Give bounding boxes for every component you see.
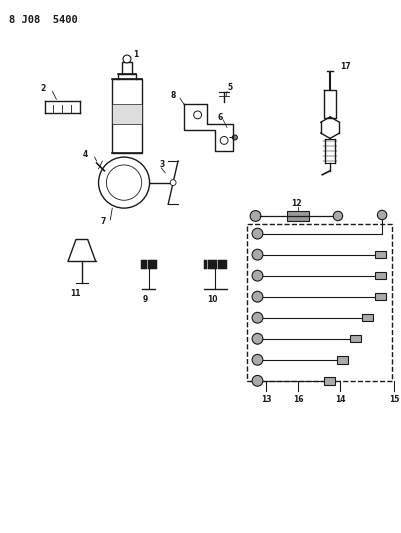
Circle shape	[99, 157, 150, 208]
Bar	[375, 293, 386, 301]
Circle shape	[233, 135, 237, 140]
Text: 9: 9	[143, 295, 148, 304]
Circle shape	[250, 211, 261, 221]
Bar	[337, 356, 348, 364]
Bar	[350, 335, 360, 343]
Text: 15: 15	[389, 395, 399, 405]
Text: 1: 1	[133, 50, 138, 59]
Circle shape	[252, 333, 263, 344]
Circle shape	[252, 292, 263, 302]
Circle shape	[123, 55, 131, 63]
Text: 8: 8	[170, 91, 176, 100]
Circle shape	[377, 211, 387, 220]
Text: 13: 13	[261, 395, 272, 405]
Text: 6: 6	[217, 113, 223, 122]
Bar	[324, 377, 335, 384]
Text: 8 J08  5400: 8 J08 5400	[9, 15, 78, 25]
Circle shape	[252, 270, 263, 281]
Text: 16: 16	[293, 395, 303, 405]
Circle shape	[194, 111, 202, 119]
Circle shape	[252, 228, 263, 239]
Text: 12: 12	[292, 199, 302, 208]
Circle shape	[252, 375, 263, 386]
Circle shape	[106, 165, 142, 200]
Bar	[363, 314, 373, 321]
Circle shape	[220, 136, 228, 144]
Circle shape	[252, 249, 263, 260]
Bar	[112, 78, 142, 153]
Text: 5: 5	[227, 83, 232, 92]
Text: 10: 10	[207, 295, 218, 304]
Text: 3: 3	[159, 160, 165, 169]
Bar	[375, 251, 386, 259]
Circle shape	[333, 211, 343, 221]
Circle shape	[170, 180, 176, 185]
Text: 17: 17	[340, 62, 350, 71]
Bar	[247, 224, 392, 381]
Text: 14: 14	[335, 395, 346, 405]
Circle shape	[252, 312, 263, 323]
Circle shape	[252, 354, 263, 365]
Bar	[375, 272, 386, 279]
Text: 4: 4	[83, 150, 88, 159]
Text: 11: 11	[70, 289, 81, 298]
Text: 2: 2	[41, 84, 46, 93]
Text: 7: 7	[101, 217, 106, 226]
Bar	[112, 104, 142, 124]
Bar	[288, 211, 309, 221]
